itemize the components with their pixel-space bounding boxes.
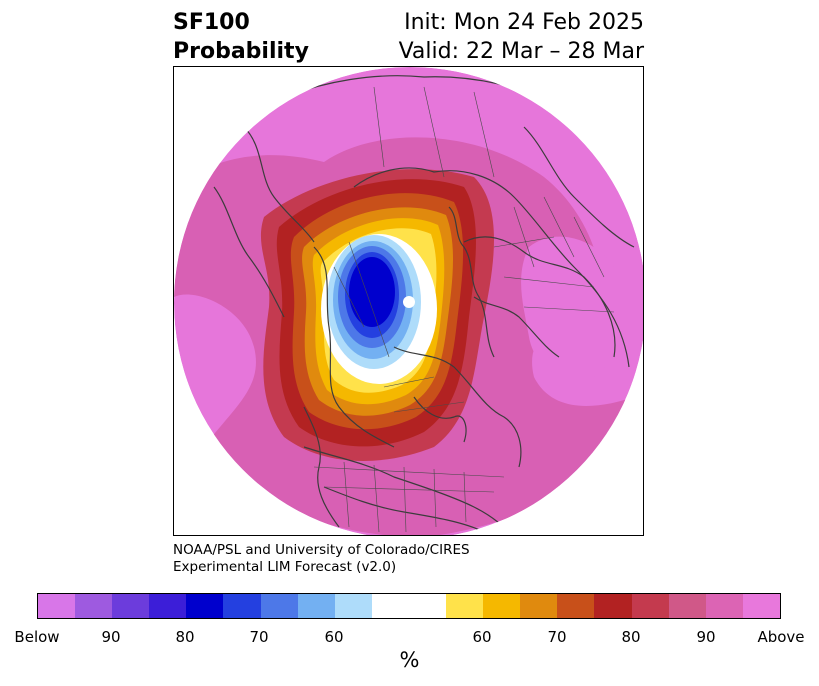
colorbar-segment (705, 594, 743, 618)
colorbar-segment (742, 594, 780, 618)
variable-label: SF100 (173, 10, 250, 35)
colorbar-tick-label: Below (14, 628, 60, 646)
colorbar-segment (594, 594, 632, 618)
colorbar-tick-labels: Below 90 80 70 60 60 70 80 90 Above (0, 628, 819, 648)
colorbar-tick-label: 80 (621, 628, 641, 646)
colorbar-segment (149, 594, 187, 618)
credit-text: NOAA/PSL and University of Colorado/CIRE… (173, 542, 470, 576)
colorbar-tick-label: 70 (249, 628, 269, 646)
colorbar-segment (223, 594, 261, 618)
colorbar-segment (371, 594, 447, 618)
colorbar-tick-label: Above (757, 628, 805, 646)
colorbar-segment (557, 594, 595, 618)
colorbar-tick-label: 60 (472, 628, 492, 646)
pole-marker (403, 296, 415, 308)
colorbar-segment (186, 594, 224, 618)
colorbar-segment (260, 594, 298, 618)
colorbar-tick-label: 60 (324, 628, 344, 646)
field-below-outer-zone (521, 236, 625, 380)
colorbar-segment (483, 594, 521, 618)
colorbar-tick-label: 80 (175, 628, 195, 646)
polar-map (173, 66, 644, 536)
valid-period: Valid: 22 Mar – 28 Mar (398, 39, 644, 64)
credit-line-2: Experimental LIM Forecast (v2.0) (173, 559, 397, 575)
field-below-max (349, 257, 395, 327)
colorbar-segment (334, 594, 372, 618)
colorbar-tick-label: 70 (547, 628, 567, 646)
chart-title: SF100 Probability (173, 8, 309, 66)
colorbar-segment (631, 594, 669, 618)
credit-line-1: NOAA/PSL and University of Colorado/CIRE… (173, 542, 470, 558)
colorbar-unit-label: % (399, 648, 420, 672)
product-label: Probability (173, 39, 309, 64)
colorbar (37, 593, 781, 619)
colorbar-segment (668, 594, 706, 618)
colorbar-segment (446, 594, 484, 618)
borders (313, 86, 615, 533)
forecast-dates: Init: Mon 24 Feb 2025 Valid: 22 Mar – 28… (399, 8, 644, 66)
probability-field (174, 67, 643, 535)
colorbar-segment (520, 594, 558, 618)
colorbar-segment (112, 594, 150, 618)
colorbar-tick-label: 90 (101, 628, 121, 646)
init-date: Init: Mon 24 Feb 2025 (404, 10, 644, 35)
colorbar-tick-label: 90 (696, 628, 716, 646)
colorbar-segment (38, 594, 76, 618)
map-canvas (174, 67, 643, 535)
colorbar-segment (75, 594, 113, 618)
colorbar-segment (297, 594, 335, 618)
